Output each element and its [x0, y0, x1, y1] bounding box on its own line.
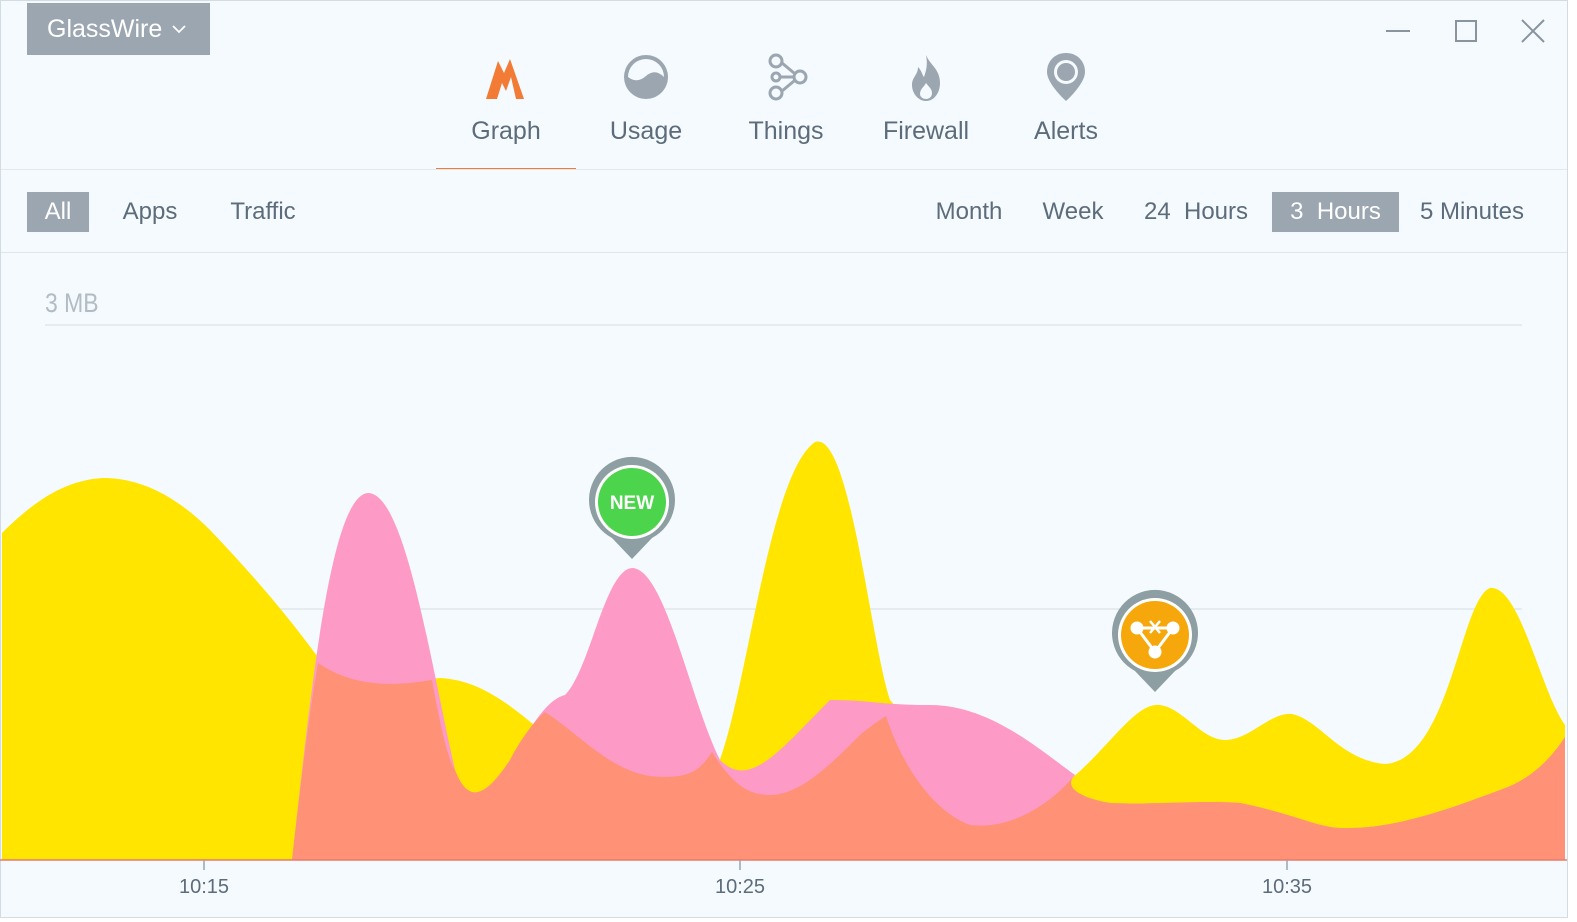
range-week[interactable]: Week — [1042, 198, 1104, 225]
y-axis-label: 3 MB — [45, 288, 99, 318]
filter-traffic[interactable]: Traffic — [230, 198, 296, 225]
close-button[interactable] — [1518, 15, 1548, 47]
maximize-icon — [1455, 20, 1477, 42]
maximize-button[interactable] — [1451, 15, 1481, 47]
app-menu-button[interactable]: GlassWire — [27, 3, 210, 55]
tab-firewall[interactable]: Firewall — [856, 43, 996, 170]
range-5-minutes[interactable]: 5 Minutes — [1419, 198, 1525, 225]
app-name: GlassWire — [47, 14, 163, 43]
tab-things[interactable]: Things — [716, 43, 856, 170]
network-change-icon — [1130, 620, 1180, 659]
close-icon — [1521, 19, 1545, 43]
minimize-icon — [1386, 30, 1410, 32]
chevron-down-icon — [172, 25, 186, 34]
range-3-hours[interactable]: 3 Hours — [1272, 192, 1399, 232]
x-tick-label-2: 10:25 — [714, 876, 766, 898]
new-host-badge[interactable]: NEW — [589, 456, 675, 559]
filter-all[interactable]: All — [27, 192, 89, 232]
tab-usage-label: Usage — [609, 117, 683, 145]
usage-icon — [624, 55, 668, 99]
filter-apps[interactable]: Apps — [122, 198, 178, 225]
overlap-traffic-area — [292, 663, 1565, 860]
graph-icon — [486, 59, 524, 99]
filter-divider — [1, 252, 1567, 253]
x-tick-label-3: 10:35 — [1261, 876, 1313, 898]
tab-things-label: Things — [748, 117, 824, 145]
x-tick-label-1: 10:15 — [178, 876, 230, 898]
things-icon — [768, 53, 808, 101]
tab-graph-label: Graph — [471, 117, 541, 145]
filter-bar: All Apps Traffic Month Week 24 Hours 3 H… — [1, 170, 1567, 252]
tab-firewall-label: Firewall — [882, 117, 970, 145]
minimize-button[interactable] — [1383, 15, 1413, 47]
tab-alerts[interactable]: Alerts — [996, 43, 1136, 170]
new-badge-label: NEW — [610, 493, 654, 514]
range-month[interactable]: Month — [935, 198, 1003, 225]
tab-usage[interactable]: Usage — [576, 43, 716, 170]
firewall-icon — [912, 55, 940, 101]
network-alert-badge[interactable] — [1112, 589, 1199, 692]
header-divider — [1, 169, 1567, 170]
range-24-hours[interactable]: 24 Hours — [1143, 198, 1249, 225]
tab-alerts-label: Alerts — [1034, 117, 1098, 145]
alerts-icon — [1047, 53, 1085, 101]
